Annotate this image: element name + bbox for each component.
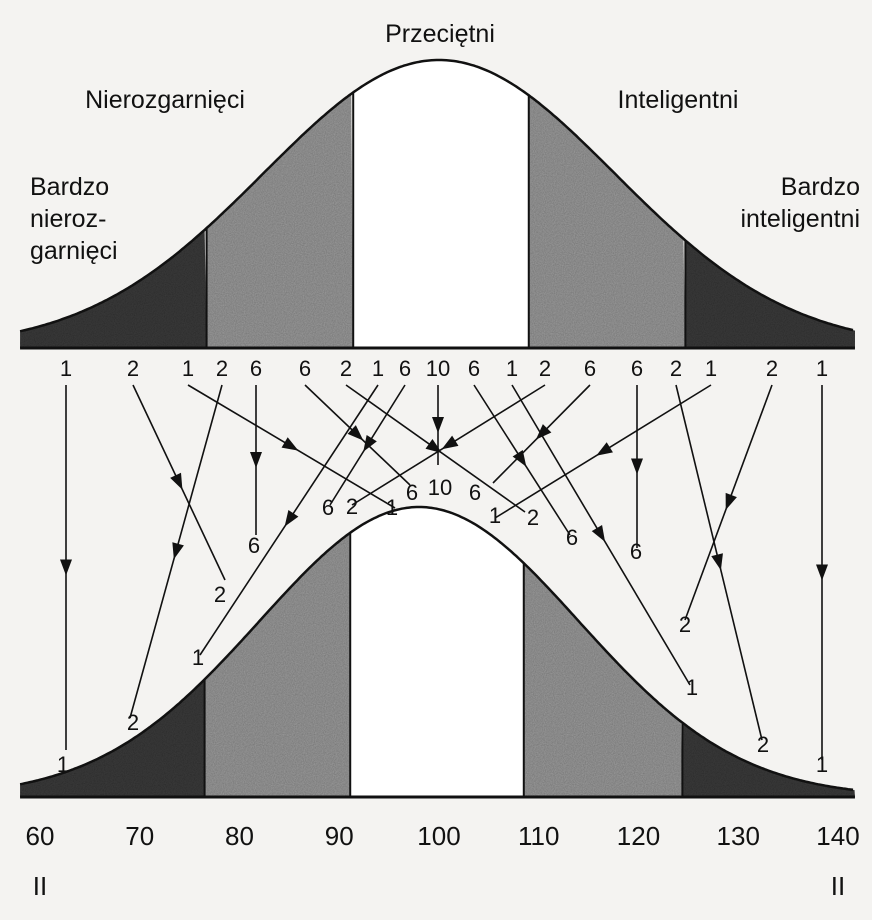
tail-region: [682, 722, 855, 797]
top-number: 6: [250, 356, 262, 381]
end-number: 1: [386, 495, 398, 520]
arrow-head: [441, 435, 459, 450]
end-number: 1: [57, 752, 69, 777]
arrow-head: [284, 510, 299, 527]
end-number: 6: [322, 495, 334, 520]
end-number: 6: [469, 480, 481, 505]
top-number: 2: [670, 356, 682, 381]
end-mark: II: [33, 871, 47, 901]
arrow-head: [347, 425, 364, 441]
end-number: 6: [248, 533, 260, 558]
arrow-head: [172, 542, 184, 560]
top-number: 6: [468, 356, 480, 381]
top-number: 1: [816, 356, 828, 381]
end-mark: II: [831, 871, 845, 901]
arrow-head: [170, 472, 183, 490]
top-number: 2: [766, 356, 778, 381]
group-label: Bardzo: [781, 173, 860, 201]
end-number: 6: [630, 539, 642, 564]
end-number: 2: [214, 582, 226, 607]
axis-tick-label: 90: [325, 821, 354, 851]
bell-curve: [19, 505, 854, 792]
end-number: 2: [346, 494, 358, 519]
middle-region: [353, 60, 529, 348]
end-number: 1: [686, 675, 698, 700]
axis-tick-label: 130: [717, 821, 760, 851]
top-number: 6: [584, 356, 596, 381]
arrow-head: [725, 492, 737, 511]
end-number: 2: [679, 612, 691, 637]
arrow-head: [60, 559, 72, 576]
top-number: 1: [60, 356, 72, 381]
top-number: 1: [705, 356, 717, 381]
arrow-head: [591, 525, 606, 542]
side-region: [206, 93, 354, 348]
axis-tick-label: 60: [26, 821, 55, 851]
top-number: 1: [372, 356, 384, 381]
end-number: 2: [127, 710, 139, 735]
arrow-head: [631, 458, 643, 475]
end-number: 2: [527, 505, 539, 530]
group-label: nieroz-: [30, 205, 106, 233]
end-number: 10: [428, 475, 452, 500]
axis-tick-label: 120: [617, 821, 660, 851]
top-number: 2: [216, 356, 228, 381]
top-number: 10: [426, 356, 450, 381]
end-number: 1: [489, 503, 501, 528]
top-number: 6: [631, 356, 643, 381]
end-number: 6: [406, 480, 418, 505]
bell-curve: [19, 58, 854, 333]
group-label: Przeciętni: [385, 20, 495, 48]
axis-tick-label: 100: [417, 821, 460, 851]
side-region: [528, 95, 686, 348]
top-number: 2: [340, 356, 352, 381]
arrow-head: [596, 442, 613, 456]
arrow-head: [281, 437, 299, 451]
top-number: 2: [127, 356, 139, 381]
group-label: Nierozgarnięci: [85, 86, 245, 114]
end-number: 2: [757, 732, 769, 757]
arrow-head: [816, 564, 828, 581]
arrow-head: [432, 417, 444, 433]
group-label: inteligentni: [740, 205, 860, 233]
end-number: 6: [566, 525, 578, 550]
arrow-head: [535, 424, 552, 440]
axis-tick-label: 140: [816, 821, 859, 851]
top-number: 1: [506, 356, 518, 381]
side-region: [204, 533, 351, 797]
group-label: garnięci: [30, 237, 118, 265]
end-number: 1: [192, 645, 204, 670]
axis-tick-label: 70: [125, 821, 154, 851]
top-number: 6: [299, 356, 311, 381]
tail-region: [20, 679, 205, 797]
arrow-head: [711, 553, 723, 571]
arrow-head: [363, 435, 377, 452]
end-number: 1: [816, 752, 828, 777]
arrow-head: [250, 452, 262, 468]
top-number: 1: [182, 356, 194, 381]
top-number: 6: [399, 356, 411, 381]
tail-region: [685, 240, 855, 348]
axis-tick-label: 80: [225, 821, 254, 851]
group-label: Inteligentni: [618, 86, 739, 114]
group-label: Bardzo: [30, 173, 109, 201]
top-number: 2: [539, 356, 551, 381]
side-region: [523, 563, 683, 797]
axis-tick-label: 110: [518, 821, 559, 851]
arrow-head: [512, 450, 527, 467]
middle-region: [350, 507, 524, 797]
